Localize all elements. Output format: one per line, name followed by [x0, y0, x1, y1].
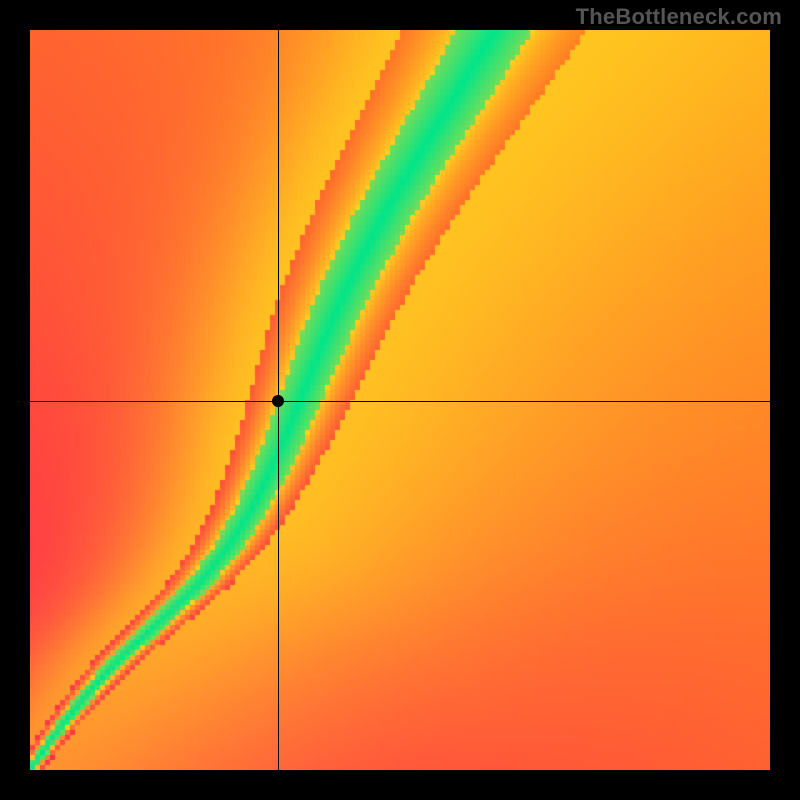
plot-area — [30, 30, 770, 770]
chart-frame: TheBottleneck.com — [0, 0, 800, 800]
heatmap-canvas — [30, 30, 770, 770]
watermark-text: TheBottleneck.com — [576, 4, 782, 30]
